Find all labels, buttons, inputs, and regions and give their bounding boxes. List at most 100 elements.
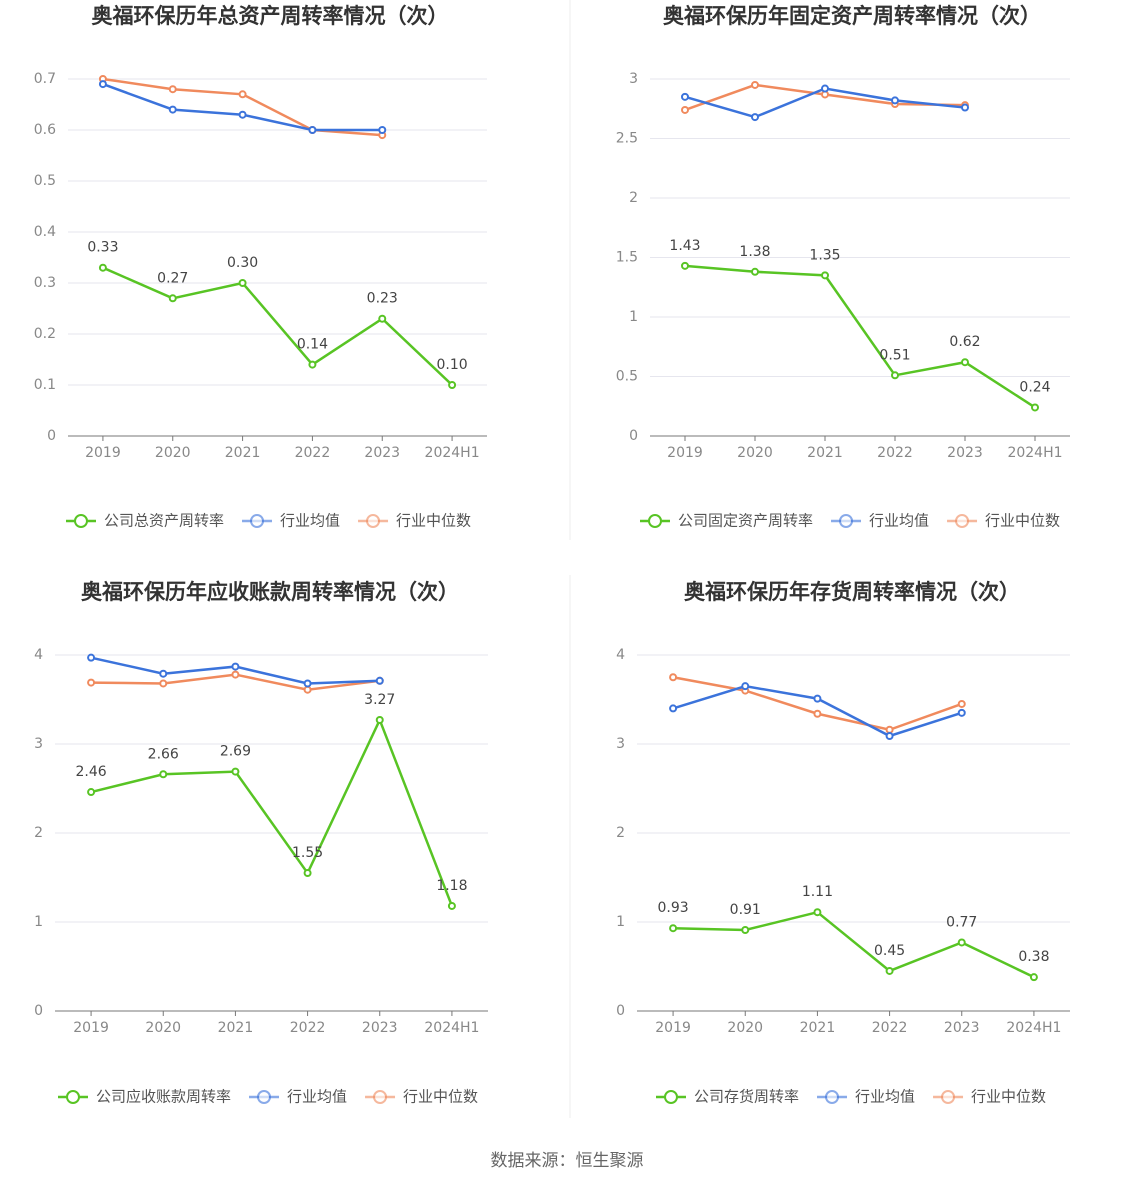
point [168,105,177,114]
value-label: 0.14 [297,337,328,353]
legend-marker [648,514,662,528]
series-line [672,676,963,732]
y-tick-label: 4 [616,647,625,663]
point [957,699,966,708]
point [681,92,689,101]
point [751,113,759,122]
legend-label: 行业中位数 [396,512,471,530]
point [751,267,759,276]
x-tick-label: 2019 [655,1020,691,1036]
x-tick-label: 2019 [85,445,121,461]
y-tick-label: 0.6 [34,122,56,138]
legend-marker [250,514,265,528]
point [891,371,899,380]
y-tick-label: 2 [629,190,638,206]
x-tick-label: 2020 [727,1020,763,1036]
y-tick-label: 4 [34,647,43,663]
legend-label: 行业中位数 [985,512,1060,530]
y-tick-label: 1 [616,914,625,930]
value-label: 0.24 [1019,379,1050,395]
value-label: 0.77 [946,914,977,930]
legend-marker [664,1090,678,1104]
legend-label: 行业均值 [855,1088,915,1106]
point [957,708,966,717]
y-tick-label: 0.5 [34,173,56,189]
legend-marker [839,514,854,528]
x-tick-label: 2022 [872,1020,908,1036]
x-tick-label: 2021 [807,445,843,461]
chart-title: 奥福环保历年存货周转率情况（次） [684,580,1020,604]
legend-marker [941,1090,956,1104]
point [885,731,894,740]
point [961,103,969,112]
point [961,358,969,367]
legend-marker [366,514,381,528]
series-line [102,266,453,386]
legend-marker [373,1090,388,1104]
point [821,84,829,93]
point [159,770,168,779]
point [1031,403,1039,412]
legend-marker [955,514,970,528]
y-tick-label: 2 [616,825,625,841]
x-tick-label: 2023 [362,1020,398,1036]
x-tick-label: 2023 [364,445,400,461]
point [885,966,894,975]
y-tick-label: 2 [34,825,43,841]
y-tick-label: 0.3 [34,275,56,291]
value-label: 1.18 [436,878,467,894]
value-label: 0.33 [87,240,118,256]
point [821,271,829,280]
series-line [673,910,1035,979]
legend-marker [825,1090,840,1104]
point [238,279,247,287]
point [378,314,387,323]
value-label: 3.27 [364,692,395,708]
legend-label: 公司固定资产周转率 [678,512,813,530]
series-line [102,77,383,137]
x-tick-label: 2023 [947,445,983,461]
source: 数据来源：恒生聚源 [491,1151,644,1171]
point [669,924,678,933]
point [303,679,312,688]
value-label: 0.62 [949,334,980,350]
point [741,926,750,935]
value-label: 0.23 [367,291,398,307]
point [87,653,96,662]
point [231,670,240,679]
chart-title: 奥福环保历年固定资产周转率情况（次） [663,4,1041,28]
legend-label: 行业中位数 [403,1088,478,1106]
y-tick-label: 0.7 [34,71,56,87]
point [168,294,177,303]
point [98,263,107,272]
point [751,80,759,89]
value-label: 0.45 [874,943,905,959]
point [669,673,678,682]
legend-label: 行业均值 [287,1088,347,1106]
point [168,85,177,94]
x-tick-label: 2021 [225,445,261,461]
point [238,90,247,99]
series-line [684,264,1036,409]
x-tick-label: 2023 [944,1020,980,1036]
point [957,938,966,947]
point [303,869,312,878]
value-label: 1.38 [739,244,770,260]
legend-label: 行业中位数 [971,1088,1046,1106]
x-tick-label: 2019 [667,445,703,461]
value-label: 1.55 [292,845,323,861]
value-label: 1.43 [669,238,700,254]
legend-label: 行业均值 [869,512,929,530]
value-label: 0.51 [879,347,910,363]
point [231,662,240,671]
y-tick-label: 0.4 [34,224,56,240]
x-tick-label: 2021 [218,1020,254,1036]
y-tick-label: 0 [47,428,56,444]
point [159,669,168,678]
value-label: 0.91 [730,902,761,918]
y-tick-label: 3 [34,736,43,752]
point [1029,973,1038,982]
point [447,901,456,910]
point [378,126,387,134]
value-label: 0.30 [227,255,258,271]
